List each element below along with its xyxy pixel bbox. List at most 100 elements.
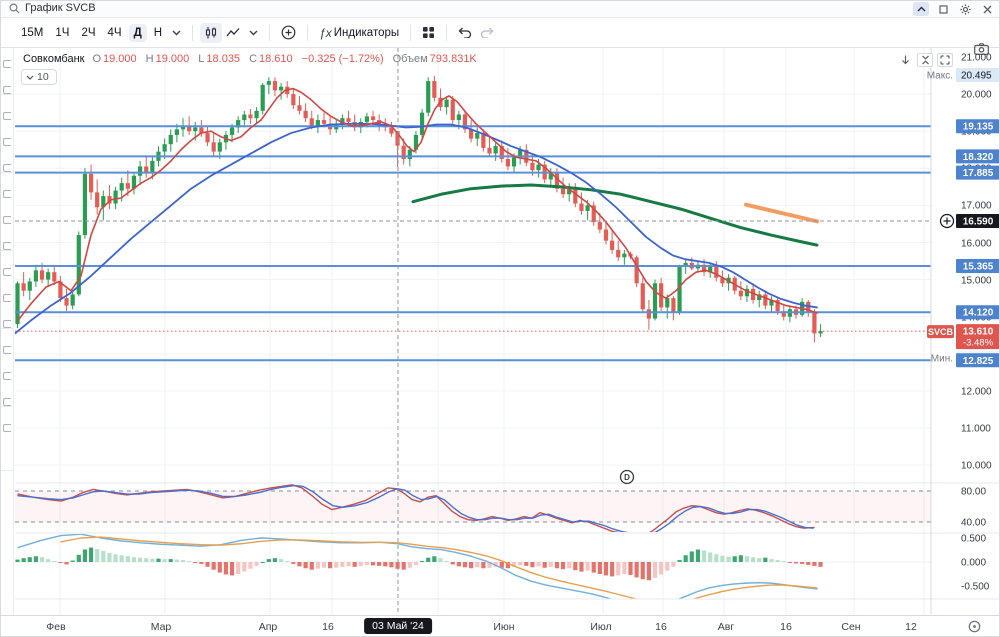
drawing-tool-icon-fragment bbox=[3, 268, 11, 276]
time-axis-settings-button[interactable] bbox=[968, 620, 981, 636]
legend-low-label: L bbox=[198, 53, 205, 65]
collapse-panel-button[interactable] bbox=[913, 2, 929, 16]
svg-text:19.135: 19.135 bbox=[963, 122, 994, 133]
macd-line bbox=[17, 534, 818, 599]
drawing-tool-icon-fragment bbox=[3, 112, 11, 120]
close-button[interactable] bbox=[979, 2, 995, 16]
clock-settings-icon bbox=[968, 620, 981, 633]
level-price-badge bbox=[956, 119, 999, 134]
indicators-button[interactable]: ƒx Индикаторы bbox=[315, 23, 403, 43]
legend-change-value: −0.325 (−1.72%) bbox=[301, 53, 384, 65]
time-axis-label: Авг bbox=[717, 621, 735, 633]
svg-text:18.320: 18.320 bbox=[963, 152, 994, 163]
symbol-search[interactable]: График SVCB bbox=[9, 2, 96, 14]
legend-volume-label: Объем bbox=[392, 53, 428, 65]
drawing-tool-icon-fragment bbox=[3, 320, 11, 328]
timeframe-15m[interactable]: 15М bbox=[21, 26, 44, 39]
toolbar-divider bbox=[1, 172, 14, 173]
level-price-badge bbox=[956, 259, 999, 274]
ma-period-selector[interactable]: 10 bbox=[21, 69, 57, 85]
redo-icon bbox=[481, 27, 494, 38]
redo-button[interactable] bbox=[476, 24, 498, 41]
chart-type-candles-button[interactable] bbox=[200, 22, 223, 43]
chart-type-line-button[interactable] bbox=[222, 24, 245, 42]
svg-text:12.825: 12.825 bbox=[963, 356, 994, 367]
ma-fast-line bbox=[17, 87, 818, 322]
rsi-slow-line bbox=[17, 484, 814, 532]
price-chart[interactable]: D21.00020.00019.00018.00017.00016.00015.… bbox=[1, 48, 1000, 615]
svg-text:Макс.: Макс. bbox=[927, 71, 953, 82]
timeframe-dropdown[interactable] bbox=[168, 27, 185, 39]
plus-circle-icon bbox=[281, 25, 296, 40]
layout-grid-button[interactable] bbox=[418, 23, 439, 42]
gear-icon bbox=[959, 3, 971, 15]
svg-text:40.00: 40.00 bbox=[961, 518, 986, 529]
legend-high-value: 19.000 bbox=[155, 53, 190, 65]
drawing-tool-icon-fragment bbox=[3, 216, 11, 224]
time-axis-label: 16 bbox=[780, 621, 792, 633]
legend-volume-value: 793.831K bbox=[429, 53, 477, 65]
svg-text:-3.48%: -3.48% bbox=[963, 338, 994, 349]
time-axis-label: Мар bbox=[150, 621, 172, 633]
ma-period-value: 10 bbox=[37, 71, 49, 83]
time-axis[interactable]: Фев Мар Апр 16 Июн Июл 16 Авг 16 Сен 12 03 Май '24 bbox=[1, 615, 999, 636]
svg-text:12.000: 12.000 bbox=[961, 387, 992, 398]
legend-symbol-name[interactable]: Совкомбанк bbox=[23, 53, 85, 65]
chart-type-dropdown[interactable] bbox=[245, 27, 262, 39]
chevron-down-icon bbox=[172, 30, 181, 35]
toolbar-divider bbox=[1, 406, 14, 407]
timeframe-4h[interactable]: 4Ч bbox=[107, 26, 122, 39]
timeframe-2h[interactable]: 2Ч bbox=[81, 26, 96, 39]
line-chart-icon bbox=[226, 27, 240, 36]
maximize-button[interactable] bbox=[935, 2, 951, 16]
toolbar-separator bbox=[269, 24, 271, 41]
drawing-tool-icon-fragment bbox=[3, 190, 11, 198]
drawing-tool-icon-fragment bbox=[3, 164, 11, 172]
toolbar-divider bbox=[1, 328, 14, 329]
fullscreen-icon bbox=[940, 55, 950, 65]
undo-button[interactable] bbox=[454, 24, 476, 41]
compare-add-button[interactable] bbox=[277, 22, 300, 43]
macd-histogram bbox=[15, 547, 823, 581]
last-price-badge bbox=[956, 324, 999, 350]
svg-text:80.00: 80.00 bbox=[961, 487, 986, 498]
timeframe-week[interactable]: Н bbox=[153, 26, 163, 39]
svg-text:0.500: 0.500 bbox=[961, 534, 986, 545]
drawing-tool-icon-fragment bbox=[3, 60, 11, 68]
undo-icon bbox=[458, 27, 472, 38]
grid-layout-icon bbox=[423, 27, 435, 38]
collapse-icon bbox=[921, 55, 929, 65]
svg-text:SVCB: SVCB bbox=[928, 327, 954, 337]
legend-open-value: 19.000 bbox=[103, 53, 137, 65]
macd-signal-line bbox=[60, 536, 818, 599]
svg-text:-0.500: -0.500 bbox=[961, 582, 990, 593]
time-axis-label: Июл bbox=[590, 621, 612, 633]
svg-text:14.120: 14.120 bbox=[963, 308, 994, 319]
toolbar-divider bbox=[1, 250, 14, 251]
settings-button[interactable] bbox=[957, 2, 973, 16]
indicators-label: Индикаторы bbox=[333, 26, 400, 39]
level-price-badge bbox=[956, 149, 999, 164]
legend-open-label: O bbox=[92, 53, 102, 65]
collapse-pane-button[interactable] bbox=[917, 53, 933, 67]
svg-text:20.495: 20.495 bbox=[961, 71, 992, 82]
legend-close-label: C bbox=[249, 53, 258, 65]
svg-text:13.610: 13.610 bbox=[963, 327, 994, 338]
drawing-tool-icon-fragment bbox=[3, 346, 11, 354]
timeframe-day[interactable]: Д bbox=[128, 23, 147, 42]
svg-text:D: D bbox=[624, 473, 630, 482]
drawing-toolbar-sliver[interactable] bbox=[1, 48, 14, 615]
time-axis-label: Фев bbox=[46, 621, 66, 633]
time-axis-label: Июн bbox=[493, 621, 515, 633]
camera-icon bbox=[974, 43, 989, 55]
svg-text:17.000: 17.000 bbox=[961, 201, 992, 212]
chart-toolbar: 15М 1Ч 2Ч 4Ч Д Н ƒx bbox=[1, 18, 999, 55]
ma-slow-line bbox=[15, 122, 818, 335]
candlestick-icon bbox=[206, 26, 217, 38]
maximize-pane-button[interactable] bbox=[937, 53, 953, 67]
drawing-tool-icon-fragment bbox=[3, 398, 11, 406]
scroll-to-latest-button[interactable] bbox=[897, 53, 913, 67]
screenshot-button[interactable] bbox=[974, 42, 989, 60]
timeframe-1h[interactable]: 1Ч bbox=[55, 26, 70, 39]
time-axis-label: 12 bbox=[905, 621, 917, 633]
